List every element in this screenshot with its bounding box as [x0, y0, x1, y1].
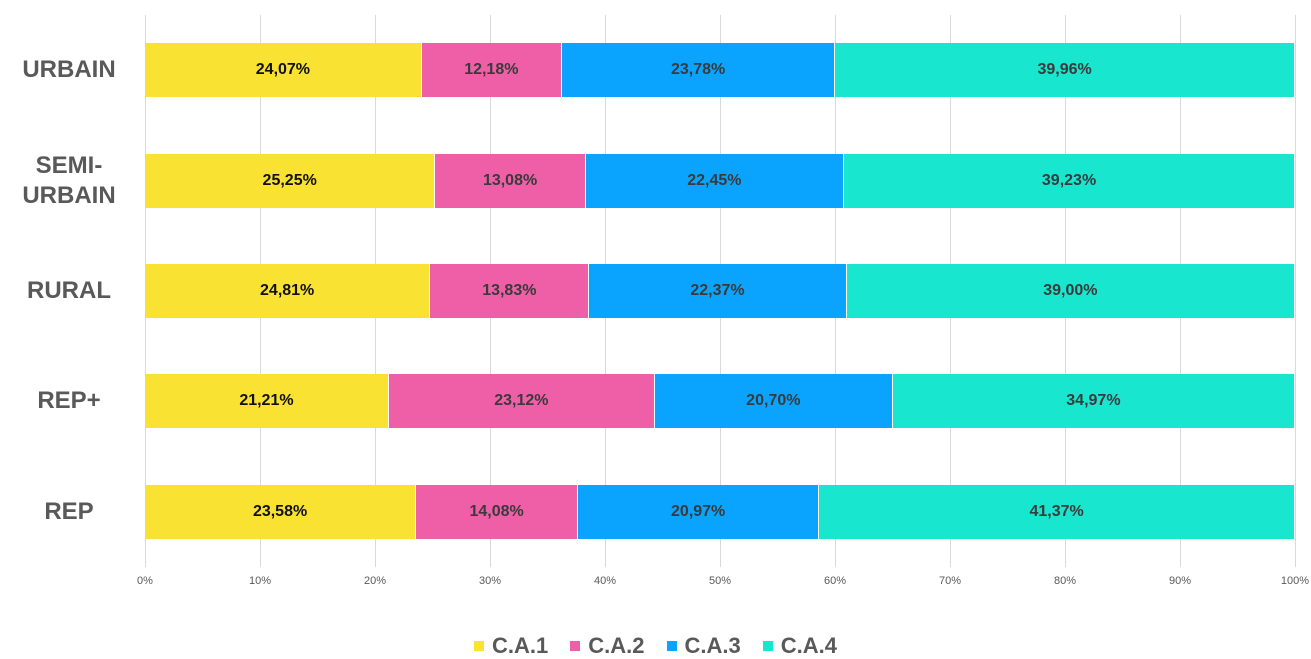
data-label: 21,21%: [239, 392, 294, 410]
data-label: 39,96%: [1037, 61, 1092, 79]
category-text: SEMI-URBAIN: [22, 151, 116, 209]
category-label: RURAL: [0, 251, 125, 331]
bar-segment: 13,83%: [430, 264, 590, 318]
legend-item: C.A.4: [762, 633, 837, 659]
legend-swatch: [762, 641, 773, 651]
category-text: REP+: [37, 387, 101, 415]
legend: C.A.1 C.A.2 C.A.3 C.A.4: [0, 633, 1311, 659]
legend-item: C.A.2: [570, 633, 645, 659]
category-label: REP+: [0, 361, 125, 441]
bar-segment: 23,58%: [145, 484, 417, 539]
bar-segment: 20,97%: [578, 484, 820, 539]
category-label: REP: [0, 472, 125, 552]
category-text: URBAIN: [22, 56, 116, 84]
x-tick-label: 0%: [137, 575, 153, 587]
data-label: 22,37%: [690, 282, 745, 299]
legend-swatch: [666, 641, 677, 651]
bar-segment: 24,81%: [145, 264, 431, 318]
legend-label: C.A.4: [780, 633, 837, 658]
bar-segment: 34,97%: [892, 374, 1295, 429]
x-tick-label: 60%: [823, 575, 847, 587]
data-label: 20,97%: [671, 502, 726, 520]
bar-segment: 22,45%: [585, 153, 844, 208]
bar-segment: 13,08%: [435, 153, 586, 208]
category-text: RURAL: [27, 277, 111, 304]
data-label: 22,45%: [687, 171, 742, 189]
data-label: 14,08%: [469, 502, 524, 520]
bar-segment: 21,21%: [145, 374, 389, 429]
bar-segment: 41,37%: [819, 484, 1295, 539]
legend-item: C.A.3: [666, 633, 741, 659]
bar-segment: 39,23%: [843, 153, 1296, 208]
category-text: REP: [44, 497, 94, 525]
legend-swatch: [474, 641, 484, 651]
legend-label: C.A.2: [588, 633, 645, 658]
data-label: 23,58%: [252, 502, 308, 520]
x-tick-label: 70%: [938, 575, 962, 587]
bar-segment: 39,96%: [835, 43, 1295, 98]
bar-segment: 24,07%: [145, 43, 422, 98]
data-label: 34,97%: [1066, 392, 1121, 410]
data-label: 20,70%: [746, 392, 801, 410]
legend-item: C.A.1: [474, 633, 548, 659]
data-label: 23,78%: [670, 61, 726, 79]
category-label: URBAIN: [0, 30, 125, 110]
data-label: 12,18%: [464, 61, 519, 79]
data-label: 41,37%: [1029, 502, 1084, 520]
bar-segment: 25,25%: [145, 153, 436, 208]
data-label: 23,12%: [494, 392, 549, 410]
data-label: 39,00%: [1043, 282, 1098, 299]
x-tick-label: 40%: [593, 575, 617, 587]
x-tick-label: 30%: [478, 575, 502, 587]
x-tick-label: 100%: [1280, 575, 1310, 587]
x-tick-label: 80%: [1053, 575, 1077, 587]
bar-segment: 12,18%: [421, 43, 562, 98]
data-label: 24,81%: [260, 282, 315, 299]
bar-segment: 23,12%: [388, 374, 655, 429]
data-label: 13,08%: [482, 171, 538, 189]
data-label: 25,25%: [262, 171, 317, 189]
legend-label: C.A.3: [684, 633, 741, 658]
legend-swatch: [570, 641, 581, 651]
x-tick-label: 20%: [363, 575, 387, 587]
data-label: 24,07%: [255, 61, 311, 79]
bar-segment: 14,08%: [416, 484, 579, 539]
legend-label: C.A.1: [492, 633, 549, 658]
bar-segment: 23,78%: [561, 43, 836, 98]
x-tick-label: 90%: [1168, 575, 1192, 587]
category-label: SEMI-URBAIN: [0, 141, 125, 221]
bar-segment: 20,70%: [654, 374, 893, 429]
bar-segment: 39,00%: [846, 264, 1296, 318]
x-tick-label: 10%: [248, 575, 272, 587]
data-label: 39,23%: [1041, 171, 1097, 189]
bar-segment: 22,37%: [589, 264, 847, 318]
data-label: 13,83%: [482, 282, 537, 299]
x-tick-label: 50%: [708, 575, 732, 587]
